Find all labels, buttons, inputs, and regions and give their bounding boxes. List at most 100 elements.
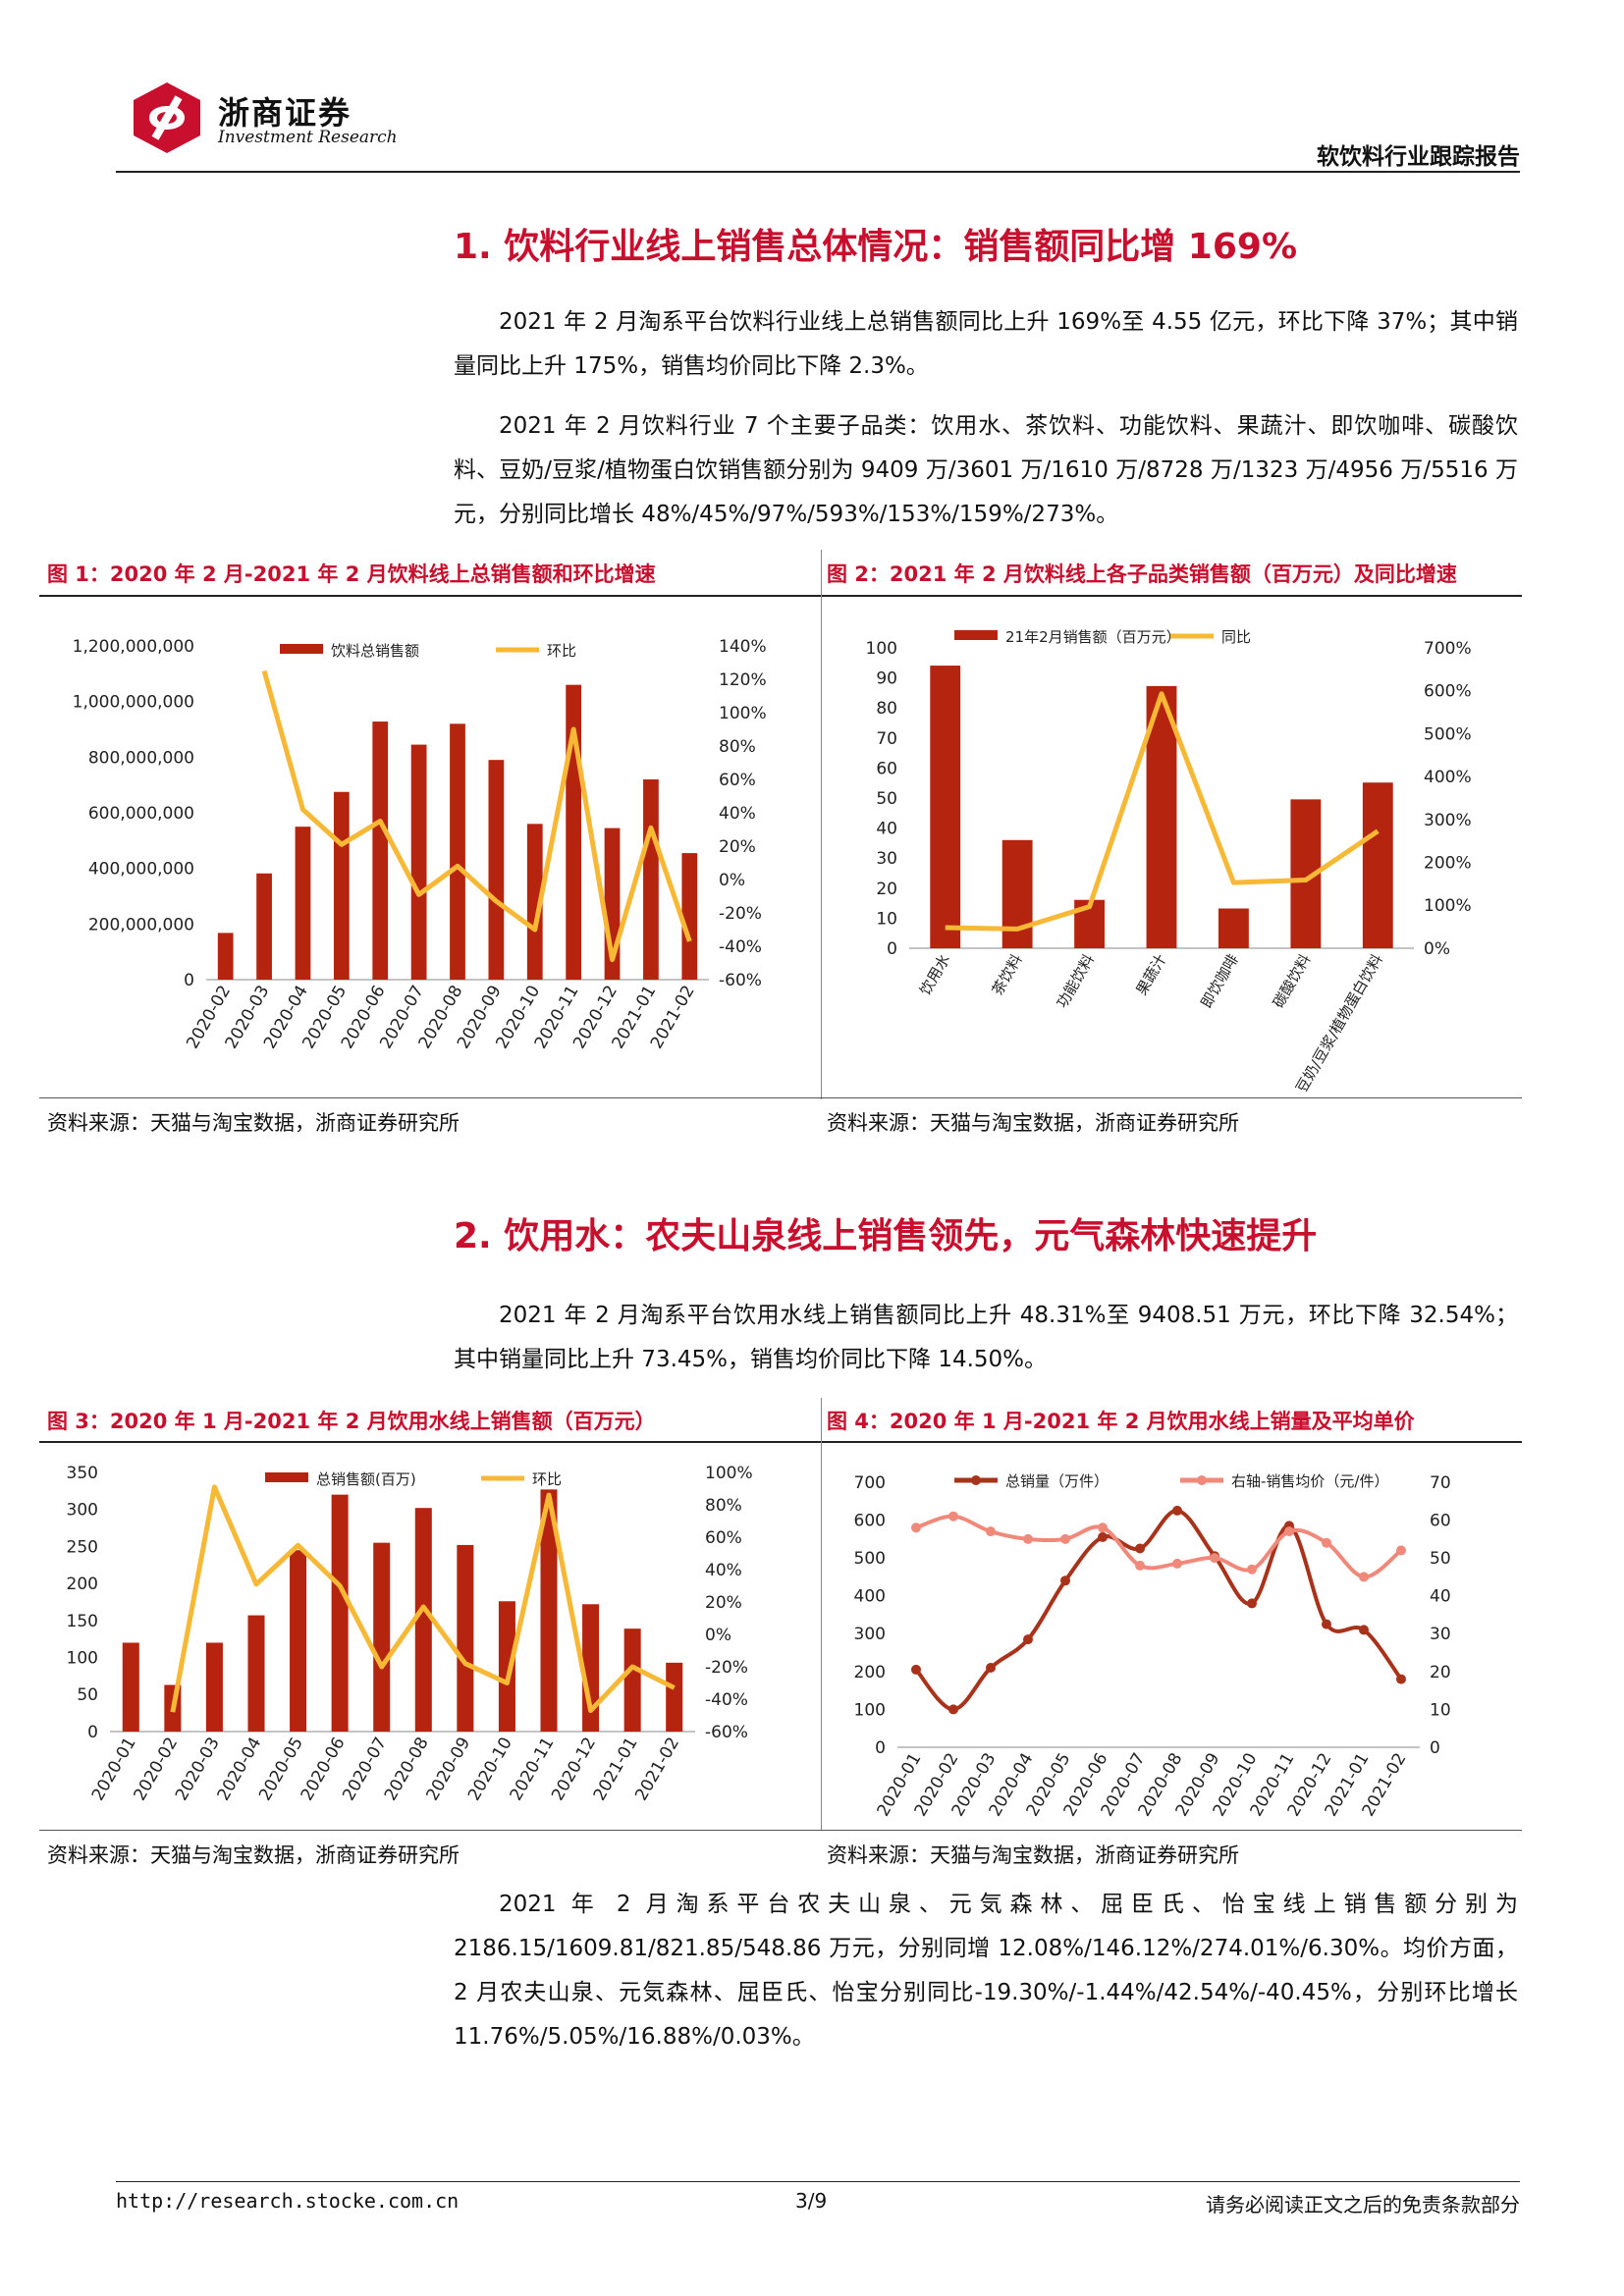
- legend-swatch: [954, 630, 998, 640]
- chart-category-sales: 0 10 20 30 40 50 60 70 80 90 100 0% 100% 200% 300% 400%…: [866, 628, 1472, 1092]
- paragraph-text: 2021 年 2 月淘系平台饮用水线上销售额同比上升 48.31%至 9408.…: [454, 1303, 1518, 1372]
- y-tick-label-left: 0: [875, 1738, 886, 1758]
- paragraph-text: 2021 年 2 月饮料行业 7 个主要子品类：饮用水、茶饮料、功能饮料、果蔬汁…: [454, 413, 1518, 527]
- y-tick-label-left: 250: [67, 1537, 98, 1557]
- y-tick-label-right: 100%: [705, 1464, 753, 1483]
- fig12-bottom-rule: [39, 1097, 1522, 1098]
- series-line: [261, 669, 692, 963]
- y-tick-label-right: 500%: [1424, 724, 1472, 744]
- y-tick-label-left: 400,000,000: [88, 860, 194, 880]
- y-tick-label-left: 50: [876, 789, 897, 809]
- chart-water-volume-price: 0100200300400500600700010203040506070202…: [854, 1472, 1451, 1820]
- bar: [643, 779, 659, 980]
- y-tick-label-left: 1,000,000,000: [73, 693, 194, 713]
- data-point: [1135, 1560, 1145, 1571]
- y-tick-label-right: 80%: [719, 737, 756, 757]
- fig3-source: 资料来源：天猫与淘宝数据，浙商证券研究所: [47, 1843, 460, 1867]
- fig12-top-rule: [39, 595, 1522, 597]
- y-tick-label-left: 700: [854, 1473, 886, 1493]
- section-2-para-1: 2021 年 2 月淘系平台饮用水线上销售额同比上升 48.31%至 9408.…: [454, 1294, 1518, 1382]
- y-tick-label-right: 120%: [719, 670, 767, 690]
- y-tick-label-right: 20%: [719, 837, 756, 857]
- y-tick-label-right: 0: [1430, 1738, 1440, 1758]
- bar: [256, 873, 272, 980]
- y-tick-label-left: 90: [876, 669, 897, 689]
- data-point: [1322, 1537, 1331, 1548]
- bar: [526, 824, 543, 980]
- y-tick-label-left: 200: [67, 1575, 98, 1594]
- bar: [450, 723, 465, 980]
- y-tick-label-left: 400: [854, 1587, 886, 1607]
- data-point: [1359, 1572, 1369, 1582]
- data-point: [1247, 1564, 1257, 1575]
- data-point: [986, 1663, 996, 1673]
- chart-water-sales: 0 50 100 150 200 250 300 350 -60% -40% -20% 0% 20% 40…: [67, 1464, 753, 1804]
- y-tick-label-right: 60%: [719, 771, 756, 790]
- legend-marker: [971, 1475, 981, 1485]
- section-1-para-1: 2021 年 2 月淘系平台饮料行业线上总销售额同比上升 169%至 4.55 …: [454, 300, 1518, 389]
- y-tick-label-left: 100: [854, 1700, 886, 1720]
- data-point: [1135, 1543, 1145, 1554]
- data-point: [1060, 1533, 1070, 1544]
- legend-label: 总销售额(百万): [316, 1470, 416, 1488]
- data-point: [1172, 1505, 1182, 1516]
- y-tick-label-right: 700%: [1424, 639, 1472, 659]
- y-tick-label-right: 60: [1430, 1512, 1451, 1531]
- bar: [666, 1662, 683, 1732]
- y-tick-label-left: 50: [77, 1685, 98, 1705]
- y-tick-label-right: 20%: [705, 1593, 742, 1613]
- x-tick-label: 即饮咖啡: [1197, 951, 1242, 1011]
- report-title: 软饮料行业跟踪报告: [1317, 144, 1520, 170]
- logo: [128, 80, 206, 155]
- y-tick-label-right: 100%: [719, 704, 767, 723]
- legend-swatch: [280, 644, 323, 654]
- y-tick-label-left: 30: [876, 849, 897, 869]
- legend-label: 环比: [547, 642, 576, 660]
- chart-total-sales: 0 200,000,000 400,000,000 600,000,000 800,00…: [73, 637, 767, 1052]
- y-tick-label-left: 300: [67, 1501, 98, 1521]
- legend-label: 右轴-销售均价（元/件）: [1231, 1472, 1388, 1490]
- y-tick-label-right: 10: [1430, 1700, 1451, 1720]
- data-point: [948, 1511, 958, 1522]
- fig1-source: 资料来源：天猫与淘宝数据，浙商证券研究所: [47, 1111, 460, 1135]
- footer-url[interactable]: http://research.stocke.com.cn: [116, 2189, 460, 2213]
- legend-label: 同比: [1221, 628, 1251, 646]
- y-tick-label-left: 150: [67, 1612, 98, 1631]
- section-2-title: 2. 饮用水：农夫山泉线上销售领先，元气森林快速提升: [454, 1216, 1318, 1256]
- section-1-para-2: 2021 年 2 月饮料行业 7 个主要子品类：饮用水、茶饮料、功能饮料、果蔬汁…: [454, 404, 1518, 537]
- y-tick-label-right: 100%: [1424, 896, 1472, 916]
- y-tick-label-right: 20: [1430, 1663, 1451, 1682]
- y-tick-label-left: 0: [87, 1723, 98, 1742]
- y-tick-label-right: 50: [1430, 1549, 1451, 1569]
- y-tick-label-right: 140%: [719, 637, 767, 657]
- y-tick-label-left: 600,000,000: [88, 804, 194, 824]
- y-tick-label-left: 800,000,000: [88, 748, 194, 768]
- bar: [372, 721, 389, 980]
- legend-label: 环比: [532, 1470, 562, 1488]
- fig3-title: 图 3：2020 年 1 月-2021 年 2 月饮用水线上销售额（百万元）: [47, 1410, 656, 1433]
- paragraph-text: 2021 年 2 月淘系平台饮料行业线上总销售额同比上升 169%至 4.55 …: [454, 309, 1518, 379]
- series-line: [170, 1484, 676, 1714]
- legend-swatch: [265, 1472, 308, 1482]
- bar: [681, 853, 698, 980]
- x-tick-label: 茶饮料: [989, 951, 1026, 998]
- legend-label: 饮料总销售额: [331, 642, 419, 660]
- bar: [1001, 839, 1033, 948]
- y-tick-label-left: 0: [184, 971, 194, 990]
- y-tick-label-right: 40%: [705, 1561, 742, 1580]
- y-tick-label-right: -40%: [705, 1690, 748, 1710]
- bar: [1218, 908, 1249, 948]
- data-point: [986, 1526, 996, 1537]
- y-tick-label-left: 350: [67, 1464, 98, 1483]
- bar: [373, 1542, 391, 1732]
- y-tick-label-right: 400%: [1424, 768, 1472, 787]
- fig4-title: 图 4：2020 年 1 月-2021 年 2 月饮用水线上销量及平均单价: [827, 1410, 1415, 1433]
- bar: [457, 1544, 474, 1732]
- legend-label: 21年2月销售额（百万元）: [1005, 628, 1181, 646]
- y-tick-label-right: -20%: [719, 904, 762, 924]
- header-divider: [116, 171, 1520, 173]
- data-point: [911, 1664, 921, 1675]
- y-tick-label-left: 200,000,000: [88, 915, 194, 934]
- bar: [1362, 782, 1393, 948]
- data-point: [1172, 1558, 1182, 1569]
